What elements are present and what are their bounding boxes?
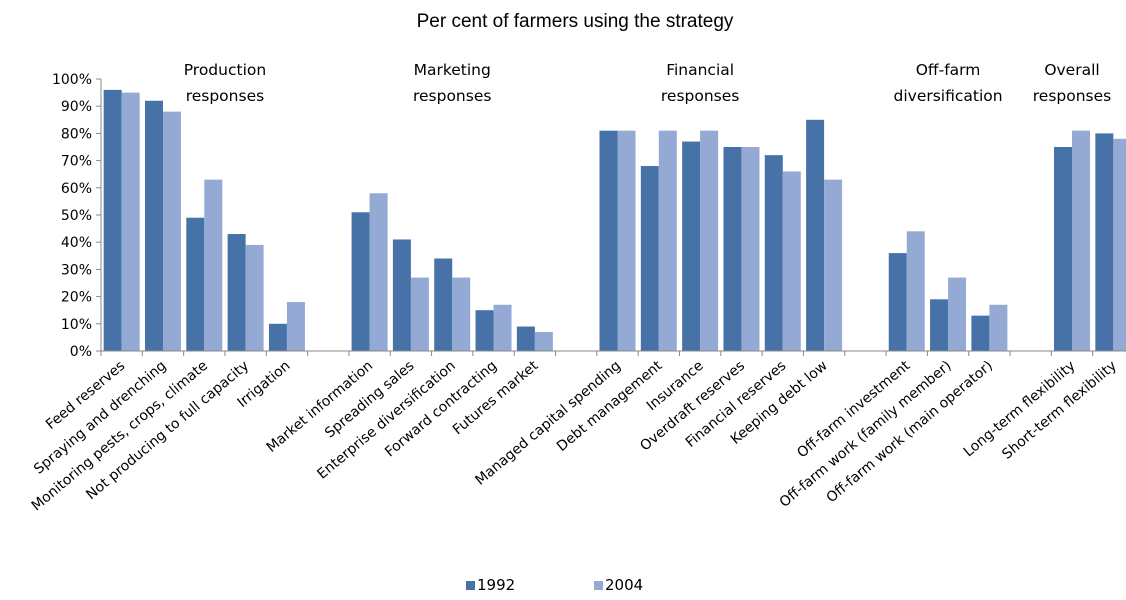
group-label: Marketing <box>414 61 491 79</box>
group-label: responses <box>661 87 739 105</box>
y-tick-label: 80% <box>61 126 92 142</box>
y-tick-label: 50% <box>61 208 92 224</box>
y-tick-label: 90% <box>61 99 92 115</box>
y-tick-label: 30% <box>61 262 92 278</box>
bar-2004 <box>989 304 1008 351</box>
bar-2004 <box>204 179 223 351</box>
bar-1992 <box>392 239 411 351</box>
bar-2004 <box>452 277 471 351</box>
bar-2004 <box>493 304 512 351</box>
chart-title: Per cent of farmers using the strategy <box>417 11 734 32</box>
bar-2004 <box>948 277 967 351</box>
bar-1992 <box>682 141 701 351</box>
bar-2004 <box>410 277 429 351</box>
bar-1992 <box>930 299 949 351</box>
bar-2004 <box>286 302 305 351</box>
group-label: Off-farm <box>916 61 981 79</box>
bar-2004 <box>534 331 553 351</box>
bar-2004 <box>741 147 760 351</box>
group-label: responses <box>1033 87 1111 105</box>
y-tick-label: 70% <box>61 154 92 170</box>
bar-2004 <box>700 130 719 351</box>
bar-2004 <box>658 130 677 351</box>
bar-2004 <box>906 231 925 351</box>
bar-2004 <box>1113 138 1126 351</box>
legend-label: 1992 <box>477 576 515 594</box>
bar-2004 <box>121 92 140 351</box>
y-tick-label: 40% <box>61 235 92 251</box>
legend-swatch <box>466 581 475 590</box>
bar-1992 <box>351 212 370 351</box>
bar-2004 <box>245 244 264 351</box>
bar-1992 <box>516 326 535 351</box>
bar-1992 <box>227 234 246 351</box>
group-label: diversification <box>894 87 1003 105</box>
bar-1992 <box>144 100 163 351</box>
y-tick-label: 20% <box>61 290 92 306</box>
group-label: responses <box>186 87 264 105</box>
bar-1992 <box>723 147 742 351</box>
bar-1992 <box>475 310 494 351</box>
bar-2004 <box>369 193 388 351</box>
bar-2004 <box>824 179 843 351</box>
bar-1992 <box>1095 133 1114 351</box>
group-label: Production <box>184 61 266 79</box>
group-labels: Production responses Marketing responses Fin… <box>184 61 1112 105</box>
bar-1992 <box>1054 147 1073 351</box>
category-label: Monitoring pests, crops, climate <box>29 358 211 514</box>
bars <box>103 89 1126 351</box>
y-tick-label: 0% <box>70 344 92 360</box>
category-label: Off-farm work (main operator) <box>823 358 995 506</box>
bar-2004 <box>782 171 801 351</box>
bar-2004 <box>162 111 181 351</box>
bar-1992 <box>103 89 122 351</box>
legend-swatch <box>594 581 603 590</box>
bar-2004 <box>617 130 636 351</box>
bar-1992 <box>640 166 659 351</box>
y-tick-label: 100% <box>52 72 92 88</box>
bar-1992 <box>186 217 205 351</box>
group-label: Overall <box>1044 61 1099 79</box>
bar-1992 <box>268 323 287 351</box>
group-label: responses <box>413 87 491 105</box>
group-label: Financial <box>666 61 734 79</box>
legend-label: 2004 <box>605 576 643 594</box>
y-tick-label: 10% <box>61 317 92 333</box>
y-tick-label: 60% <box>61 181 92 197</box>
bar-1992 <box>434 258 453 351</box>
bar-1992 <box>764 155 783 351</box>
bar-2004 <box>1072 130 1091 351</box>
y-axis: 0% 10% 20% 30% 40% 50% 60% 70% 80% 90% 100% <box>52 72 102 360</box>
bar-1992 <box>806 119 825 351</box>
bar-1992 <box>888 253 907 351</box>
bar-1992 <box>599 130 618 351</box>
legend: 1992 2004 <box>466 576 643 594</box>
bar-1992 <box>971 315 990 351</box>
